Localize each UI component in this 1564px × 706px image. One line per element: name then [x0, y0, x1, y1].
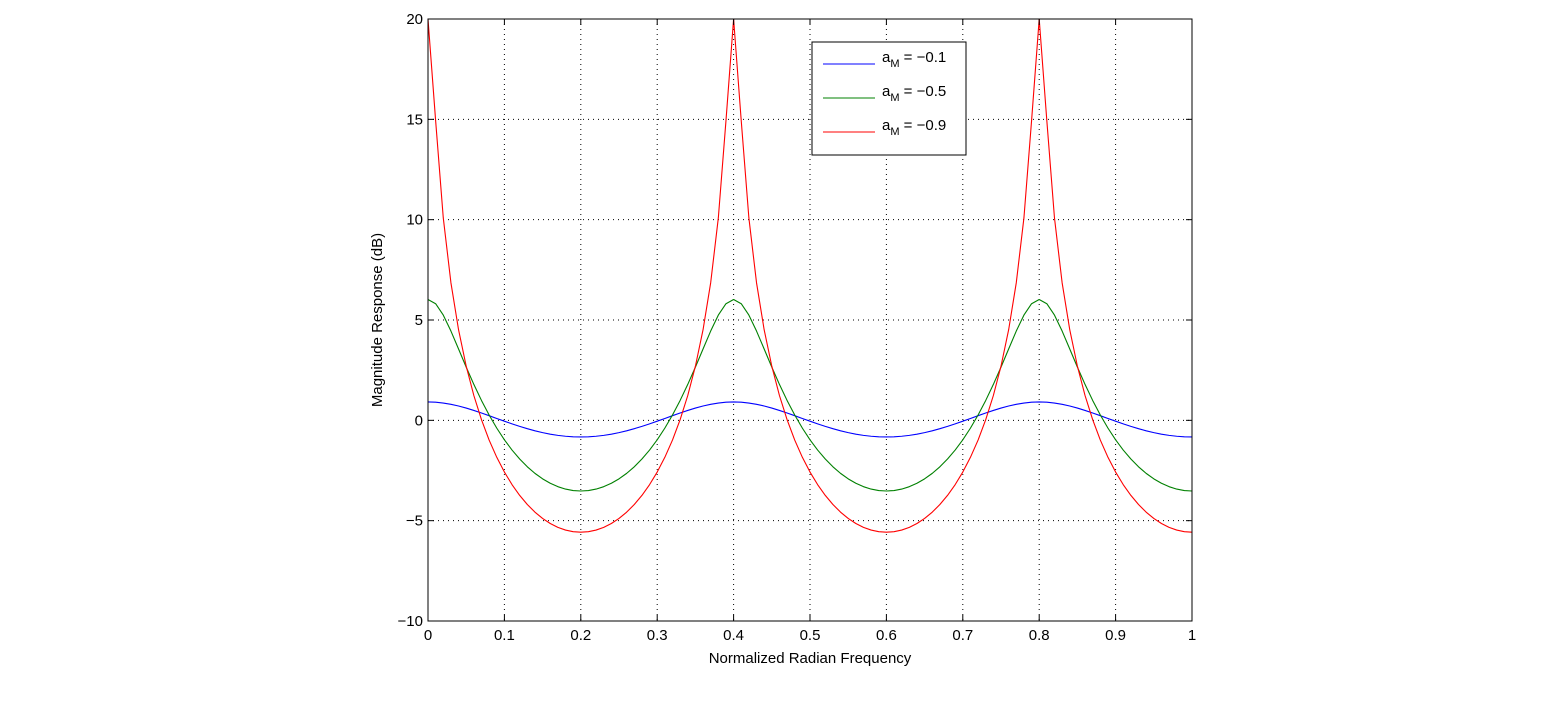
y-tick-label: 15	[406, 111, 423, 128]
legend: aM = −0.1 aM = −0.5 aM = −0.9	[811, 41, 967, 156]
tick-marks	[427, 18, 1193, 622]
y-tick-label: 20	[406, 11, 423, 28]
x-tick-labels: 0 0.1 0.2 0.3 0.4 0.5 0.6 0.7 0.8 0.9 1	[424, 627, 1196, 644]
x-tick-label: 0.3	[647, 627, 668, 644]
x-tick-label: 0.1	[494, 627, 515, 644]
series-line-3	[427, 18, 1193, 533]
x-tick-label: 0.4	[723, 627, 744, 644]
x-tick-label: 0.9	[1105, 627, 1126, 644]
y-tick-label: −5	[406, 513, 423, 530]
x-axis-title: Normalized Radian Frequency	[709, 650, 912, 667]
legend-label: aM = −0.1	[882, 49, 946, 70]
y-tick-label: −10	[398, 613, 423, 630]
x-tick-label: 0.5	[800, 627, 821, 644]
y-axis-title: Magnitude Response (dB)	[369, 233, 386, 407]
y-tick-labels: −10 −5 0 5 10 15 20	[398, 11, 423, 630]
x-tick-label: 0.8	[1029, 627, 1050, 644]
x-tick-label: 1	[1188, 627, 1196, 644]
series-lines	[427, 18, 1193, 533]
series-line-1	[427, 401, 1193, 438]
x-tick-label: 0	[424, 627, 432, 644]
legend-label: aM = −0.5	[882, 83, 946, 104]
y-tick-label: 10	[406, 212, 423, 229]
x-tick-label: 0.6	[876, 627, 897, 644]
x-tick-label: 0.2	[570, 627, 591, 644]
series-line-2	[427, 298, 1193, 492]
y-tick-label: 0	[415, 412, 423, 429]
x-tick-label: 0.7	[952, 627, 973, 644]
y-tick-label: 5	[415, 312, 423, 329]
legend-label: aM = −0.9	[882, 117, 946, 138]
